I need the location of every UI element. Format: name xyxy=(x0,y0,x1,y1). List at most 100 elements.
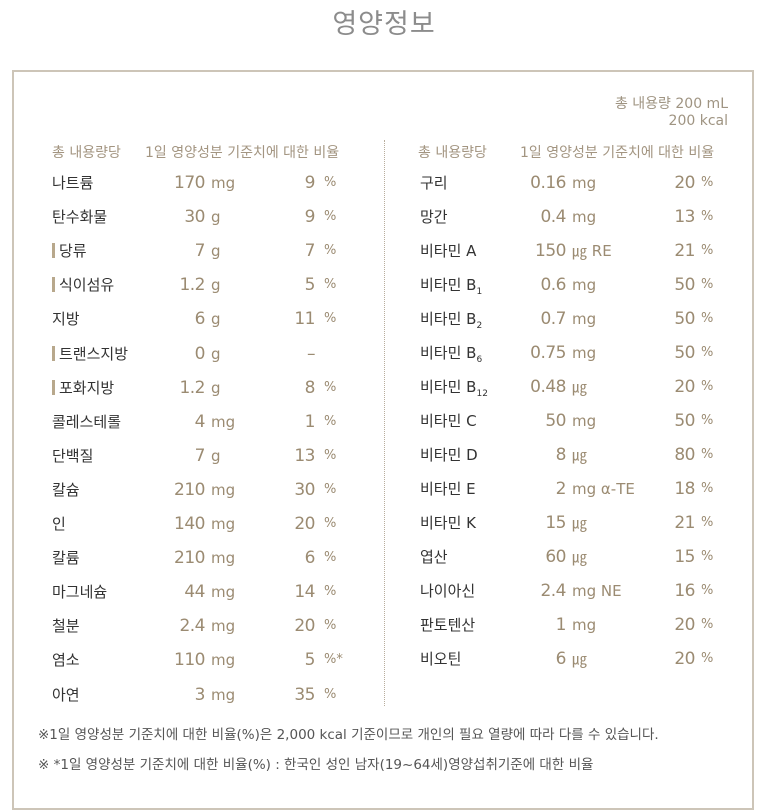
percent-sign: % xyxy=(701,617,714,632)
nutrient-row: 비타민 C 50 mg 50% xyxy=(420,409,740,433)
nutrient-name: 비타민 B1 xyxy=(420,276,483,297)
daily-value-percent: 80 xyxy=(674,445,695,465)
daily-value-percent: 50 xyxy=(674,309,695,329)
daily-value-percent: 20 xyxy=(674,377,695,397)
daily-value-percent: 13 xyxy=(674,207,695,227)
percent-sign: % xyxy=(324,243,337,259)
nutrient-unit: mg xyxy=(572,344,597,362)
nutrient-amount: 170 xyxy=(174,173,205,193)
percent-sign: % xyxy=(324,379,337,395)
nutrient-amount: 30 xyxy=(184,207,205,228)
nutrient-unit: g xyxy=(211,208,221,227)
nutrient-amount: 50 xyxy=(545,411,566,431)
nutrient-name: 엽산 xyxy=(420,548,448,566)
nutrient-row: 비타민 E 2 mg α-TE 18% xyxy=(420,477,740,501)
nutrient-name: 탄수화물 xyxy=(52,208,108,227)
sub-item-bar-icon xyxy=(52,345,55,361)
percent-sign: % xyxy=(701,583,714,598)
total-volume: 총 내용량 200 mL xyxy=(614,96,728,112)
daily-value-percent: 20 xyxy=(674,173,695,193)
nutrient-unit: ㎍ xyxy=(572,650,588,668)
nutrient-name: 염소 xyxy=(52,651,80,670)
nutrient-name: 단백질 xyxy=(52,446,94,465)
subscript: 1 xyxy=(476,287,483,297)
percent-sign: % xyxy=(701,311,714,326)
nutrient-row: 비타민 B1 0.6 mg 50% xyxy=(420,273,740,297)
daily-value-percent: 9 xyxy=(304,207,316,228)
nutrient-amount: 0.16 xyxy=(530,173,566,193)
daily-value-percent: 21 xyxy=(674,513,695,533)
nutrient-amount: 7 xyxy=(194,241,206,262)
nutrient-amount: 210 xyxy=(174,548,205,569)
percent-sign: % xyxy=(701,243,714,258)
nutrient-amount: 2.4 xyxy=(179,616,205,637)
nutrient-unit: mg xyxy=(211,685,236,704)
percent-sign: % xyxy=(701,481,714,496)
daily-value-percent: 18 xyxy=(674,479,695,499)
nutrient-amount: 7 xyxy=(194,445,206,466)
daily-value-percent: 6 xyxy=(304,548,316,569)
nutrient-row: 인 140 mg 20% xyxy=(52,512,372,536)
percent-sign: % xyxy=(324,413,337,429)
daily-value-percent: 8 xyxy=(304,377,316,398)
nutrient-row: 철분 2.4 mg 20% xyxy=(52,614,372,638)
daily-value-percent: 14 xyxy=(294,582,315,603)
nutrient-row: 탄수화물 30 g 9% xyxy=(52,205,372,229)
percent-sign: % xyxy=(701,379,714,394)
nutrient-unit: mg xyxy=(572,310,597,328)
nutrient-name: 칼슘 xyxy=(52,480,80,499)
nutrient-name: 마그네슘 xyxy=(52,583,108,602)
nutrient-unit: g xyxy=(211,310,221,329)
left-header-ratio: 1일 영양성분 기준치에 대한 비율 xyxy=(145,145,340,161)
percent-sign: % xyxy=(701,447,714,462)
nutrient-unit: ㎍ RE xyxy=(572,242,612,260)
percent-sign: % xyxy=(324,618,337,634)
daily-value-percent: 9 xyxy=(304,173,316,193)
daily-value-percent: 20 xyxy=(294,514,315,534)
footnote-1: ※1일 영양성분 기준치에 대한 비율(%)은 2,000 kcal 기준이므로… xyxy=(38,727,659,743)
nutrient-name: 비타민 C xyxy=(420,412,477,430)
nutrient-unit: mg xyxy=(572,276,597,294)
nutrient-name: 망간 xyxy=(420,208,448,226)
nutrient-row: 지방 6 g 11% xyxy=(52,307,372,331)
daily-value-percent: 11 xyxy=(294,309,315,330)
nutrient-name: 비타민 D xyxy=(420,446,478,464)
nutrient-unit: mg xyxy=(572,412,597,430)
nutrient-name: 아연 xyxy=(52,685,80,704)
sub-item-bar-icon xyxy=(52,277,55,293)
nutrient-amount: 1.2 xyxy=(179,377,205,398)
nutrient-amount: 6 xyxy=(555,649,567,669)
nutrient-amount: 0.75 xyxy=(530,343,566,363)
nutrient-amount: 8 xyxy=(555,445,567,465)
percent-sign: % xyxy=(324,175,337,190)
daily-value-percent: – xyxy=(307,343,316,364)
nutrient-row: 마그네슘 44 mg 14% xyxy=(52,580,372,604)
daily-value-percent: 50 xyxy=(674,343,695,363)
subscript: 2 xyxy=(476,321,483,331)
nutrient-name: 철분 xyxy=(52,617,80,636)
nutrient-row: 염소 110 mg 5 %* xyxy=(52,648,372,672)
nutrient-amount: 150 xyxy=(535,241,566,261)
percent-sign: % xyxy=(324,686,337,702)
nutrient-unit: ㎍ xyxy=(572,378,588,396)
nutrient-name: 비타민 A xyxy=(420,242,477,260)
subscript: 6 xyxy=(476,355,483,365)
daily-value-percent: 50 xyxy=(674,275,695,295)
nutrient-name: 지방 xyxy=(52,310,80,329)
nutrient-amount: 60 xyxy=(545,547,566,567)
nutrient-amount: 3 xyxy=(194,684,206,705)
nutrient-name: 비타민 B2 xyxy=(420,310,483,331)
percent-sign: % xyxy=(701,651,714,666)
total-energy: 200 kcal xyxy=(668,113,728,129)
nutrient-name: 비타민 B12 xyxy=(420,378,488,399)
daily-value-percent: 13 xyxy=(294,445,315,466)
nutrient-unit: mg xyxy=(211,651,236,670)
total-amount: 총 내용량 200 mL 200 kcal xyxy=(615,96,728,130)
nutrient-row: 아연 3 mg 35% xyxy=(52,683,372,707)
nutrient-row: 비오틴 6 ㎍ 20% xyxy=(420,647,740,671)
nutrient-name: 비타민 K xyxy=(420,514,477,532)
nutrient-amount: 140 xyxy=(174,514,205,534)
nutrient-unit: mg xyxy=(211,617,236,636)
nutrient-row: 콜레스테롤 4 mg 1% xyxy=(52,410,372,434)
nutrient-unit: g xyxy=(211,344,221,363)
